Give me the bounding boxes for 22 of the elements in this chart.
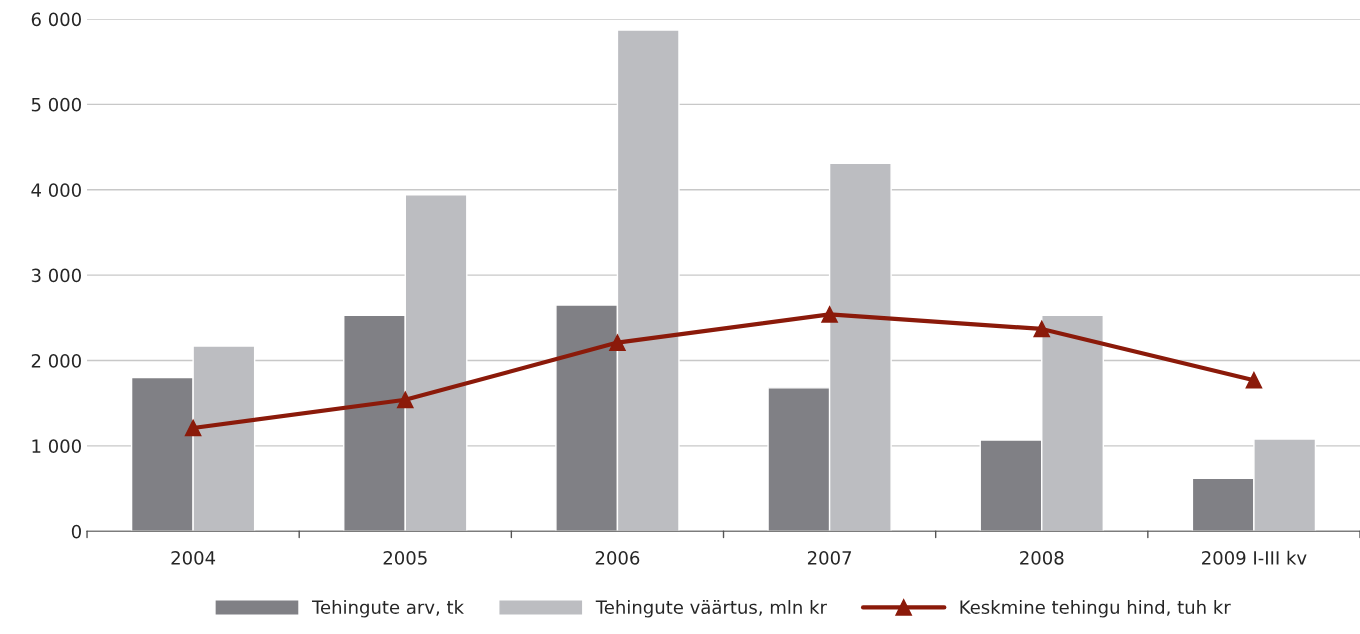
y-tick-label: 1 000	[32, 439, 81, 454]
point	[1245, 371, 1263, 389]
point	[609, 334, 626, 351]
y-tick-label: 0	[71, 524, 81, 539]
x-tick-label: 2005	[383, 551, 427, 565]
y-tick-label: 6 000	[31, 12, 81, 27]
point	[184, 419, 202, 437]
legend-label: Keskmine tehingu hind, tuh kr	[960, 600, 1231, 618]
y-tick-label: 3 000	[31, 268, 81, 283]
legend-label: Tehingute arv, tk	[311, 600, 464, 618]
y-tick-label: 4 000	[31, 183, 81, 197]
point	[396, 391, 414, 409]
legend-label: Tehingute väärtus, mln kr	[595, 600, 827, 618]
y-tick-label: 2 000	[31, 353, 81, 368]
x-tick-label: 2009 I-III kv	[1202, 550, 1307, 565]
x-tick-label: 2007	[807, 551, 852, 565]
point	[821, 306, 838, 323]
x-tick-label: 2006	[595, 551, 640, 565]
x-tick-label: 2008	[1020, 551, 1064, 565]
y-tick-label: 5 000	[31, 97, 81, 112]
x-tick-label: 2004	[171, 551, 216, 565]
point	[1033, 320, 1051, 338]
